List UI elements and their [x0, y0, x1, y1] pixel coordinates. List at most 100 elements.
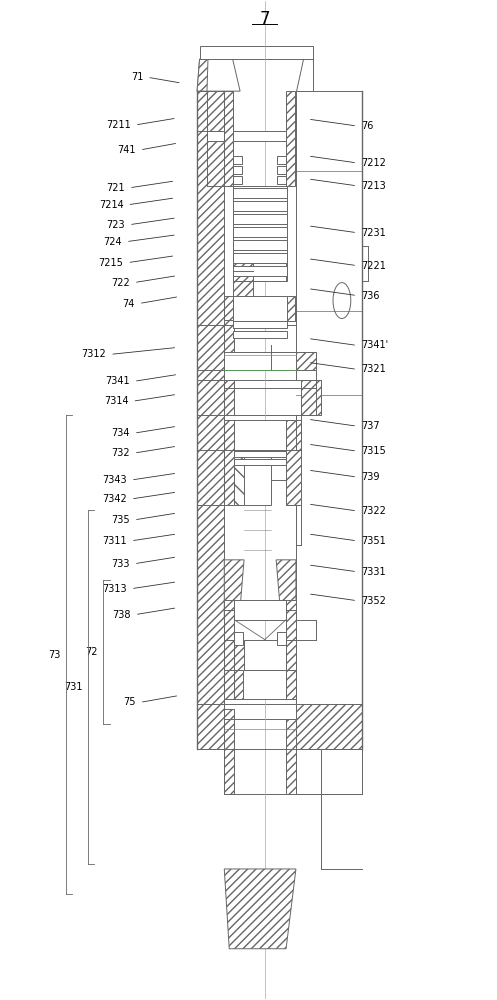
Text: 7342: 7342 — [102, 494, 127, 504]
Polygon shape — [296, 59, 313, 91]
Bar — [296, 704, 362, 749]
Bar — [244, 450, 271, 505]
Bar — [296, 352, 316, 370]
Bar — [277, 156, 286, 164]
Bar — [234, 600, 286, 620]
Text: 7322: 7322 — [361, 506, 386, 516]
Bar — [224, 126, 233, 156]
Bar — [233, 227, 287, 237]
Bar — [234, 455, 296, 480]
Text: 7341: 7341 — [105, 376, 130, 386]
Text: 75: 75 — [123, 697, 136, 707]
Polygon shape — [197, 59, 240, 91]
Bar — [197, 380, 224, 415]
Bar — [224, 600, 234, 620]
Bar — [224, 352, 316, 370]
Bar — [286, 610, 296, 640]
Polygon shape — [224, 869, 296, 949]
Bar — [224, 106, 233, 131]
Bar — [234, 325, 296, 370]
Bar — [197, 325, 224, 370]
Text: 7313: 7313 — [102, 584, 127, 594]
Text: 7: 7 — [259, 10, 270, 28]
Bar — [321, 719, 362, 794]
Text: 7213: 7213 — [361, 181, 386, 191]
Text: 73: 73 — [48, 650, 61, 660]
Bar — [234, 632, 243, 645]
Bar — [234, 640, 286, 670]
Circle shape — [333, 283, 351, 319]
Bar — [277, 176, 286, 184]
Bar — [224, 420, 234, 450]
Text: 721: 721 — [106, 183, 125, 193]
Text: 7351: 7351 — [361, 536, 386, 546]
Text: 7331: 7331 — [361, 567, 386, 577]
Text: 7212: 7212 — [361, 158, 386, 168]
Bar — [233, 186, 287, 281]
Bar — [296, 719, 362, 794]
Bar — [197, 704, 224, 749]
Text: 7314: 7314 — [104, 396, 128, 406]
Text: 7231: 7231 — [361, 228, 386, 238]
Bar — [224, 670, 234, 699]
Text: 7214: 7214 — [99, 200, 123, 210]
Text: 739: 739 — [361, 472, 380, 482]
Bar — [286, 296, 295, 321]
Bar — [233, 166, 242, 174]
Bar — [233, 261, 253, 281]
Bar — [301, 380, 321, 415]
Bar — [233, 331, 287, 338]
Bar — [224, 320, 296, 345]
Bar — [224, 91, 233, 186]
Bar — [233, 296, 287, 321]
Text: 738: 738 — [112, 610, 131, 620]
Bar — [234, 459, 286, 465]
Text: 736: 736 — [361, 291, 380, 301]
Bar — [224, 325, 234, 370]
Text: 7341': 7341' — [361, 340, 388, 350]
Bar — [224, 719, 296, 794]
Bar — [286, 670, 296, 699]
Bar — [207, 91, 224, 186]
Bar — [277, 632, 286, 645]
Bar — [200, 46, 313, 59]
Bar — [286, 719, 296, 794]
Bar — [286, 91, 295, 186]
Bar — [286, 126, 296, 156]
Text: 72: 72 — [85, 647, 98, 657]
Bar — [233, 214, 287, 224]
Text: 734: 734 — [111, 428, 130, 438]
Bar — [224, 719, 234, 794]
Bar — [253, 261, 286, 281]
Bar — [233, 156, 242, 164]
Bar — [233, 253, 253, 281]
Bar — [233, 201, 287, 211]
Bar — [286, 450, 301, 505]
Bar — [286, 420, 301, 450]
Text: 723: 723 — [106, 220, 125, 230]
Text: 733: 733 — [111, 559, 130, 569]
Text: 735: 735 — [111, 515, 130, 525]
Bar — [224, 455, 234, 480]
Bar — [197, 709, 224, 729]
Bar — [224, 709, 234, 729]
Text: 7343: 7343 — [102, 475, 127, 485]
Bar — [277, 166, 286, 174]
Text: 732: 732 — [111, 448, 130, 458]
Text: 7312: 7312 — [82, 349, 106, 359]
Text: 76: 76 — [361, 121, 374, 131]
Text: 724: 724 — [103, 237, 122, 247]
Text: 71: 71 — [131, 72, 143, 82]
Text: 737: 737 — [361, 421, 380, 431]
Bar — [224, 640, 234, 670]
Bar — [197, 450, 224, 505]
Bar — [286, 640, 296, 670]
Bar — [233, 253, 287, 263]
Bar — [286, 600, 296, 620]
Text: 722: 722 — [111, 278, 130, 288]
Bar — [207, 131, 296, 141]
Bar — [233, 176, 242, 184]
Bar — [234, 640, 244, 670]
Polygon shape — [276, 560, 296, 620]
Text: 7315: 7315 — [361, 446, 386, 456]
